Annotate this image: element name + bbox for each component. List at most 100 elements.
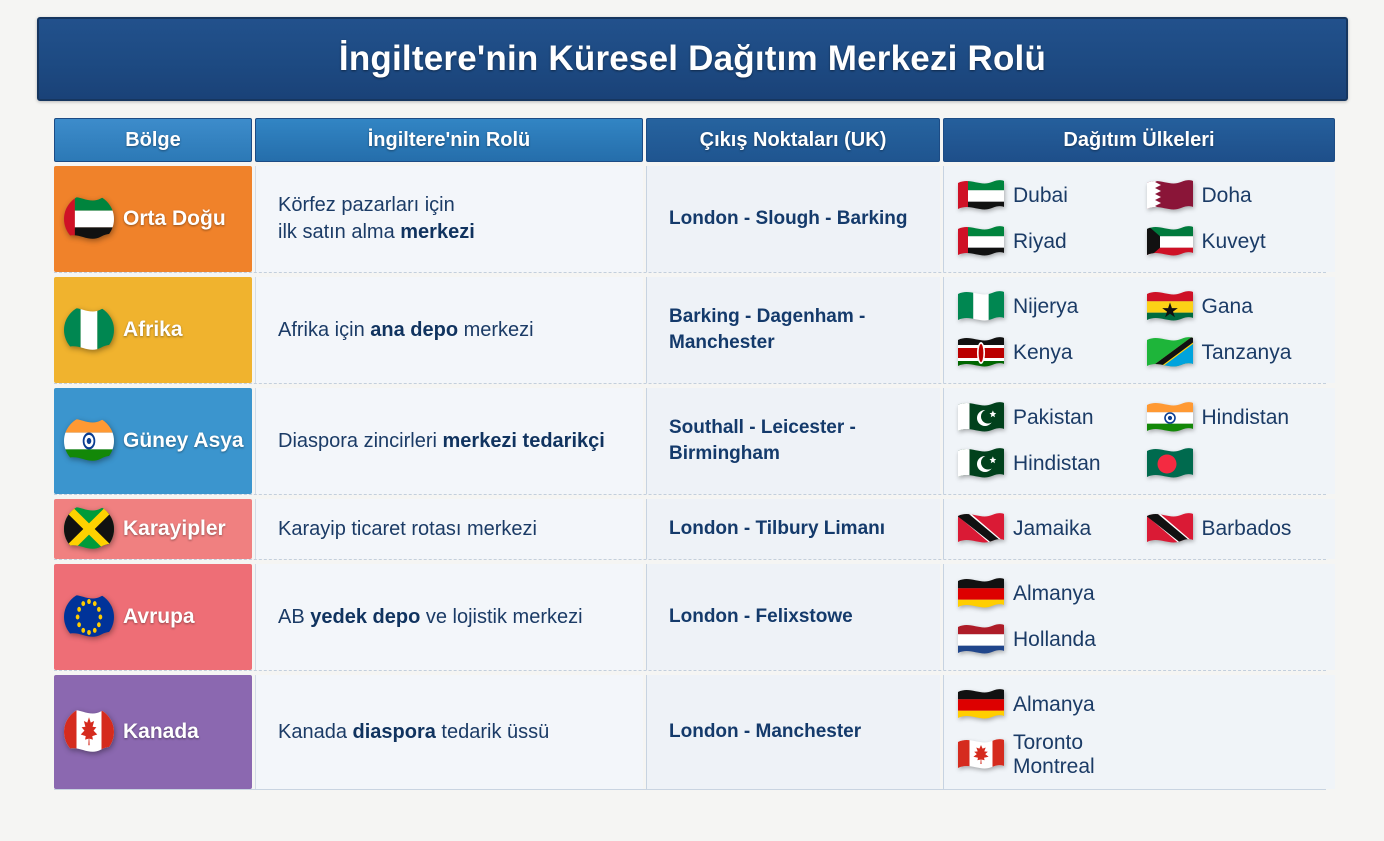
region-label: Afrika — [123, 318, 183, 341]
country-item[interactable]: Doha — [1146, 176, 1336, 216]
exit-points-text: London - Tilbury Limanı — [669, 518, 886, 540]
region-badge-avrupa[interactable]: Avrupa — [54, 564, 252, 670]
country-name: Gana — [1201, 294, 1253, 318]
country-name: Hindistan — [1013, 451, 1101, 475]
country-item[interactable]: Jamaika — [958, 509, 1147, 549]
distribution-countries-cell: Pakistan Hindistan Hindistan — [943, 388, 1335, 494]
country-name: Barbados — [1201, 516, 1292, 540]
pakistan-flag-icon — [958, 402, 1004, 432]
country-item[interactable]: Tanzanya — [1146, 333, 1336, 373]
country-item[interactable]: Riyad — [958, 222, 1147, 262]
role-cell: Körfez pazarları için ilk satın alma merk… — [255, 166, 643, 272]
exit-points-cell: Barking - Dagenham - Manchester — [646, 277, 940, 383]
region-cell: Orta Doğu — [54, 166, 252, 272]
role-text: Karayip ticaret rotası merkezi — [278, 517, 537, 540]
country-item[interactable]: Hindistan — [1146, 398, 1336, 438]
country-name: Hollanda — [1013, 627, 1096, 651]
country-item[interactable]: Kuveyt — [1146, 222, 1336, 262]
trinidad-flag-icon — [958, 513, 1004, 543]
role-cell: Afrika için ana depo merkezi — [255, 277, 643, 383]
region-badge-orta-do-u[interactable]: Orta Doğu — [54, 166, 252, 272]
country-name: Hindistan — [1201, 405, 1290, 429]
country-item[interactable]: Barbados — [1146, 509, 1336, 549]
tanzania-flag-icon — [1146, 337, 1193, 367]
role-cell: Karayip ticaret rotası merkezi — [255, 499, 643, 559]
table-row: Orta Doğu Körfez pazarları için ilk satın … — [54, 166, 1335, 273]
region-cell: Afrika — [54, 277, 252, 383]
nigeria-flag-icon — [958, 291, 1004, 321]
country-name: Almanya — [1013, 581, 1095, 605]
exit-points-text: London - Felixstowe — [669, 606, 853, 628]
exit-points-cell: London - Felixstowe — [646, 564, 940, 670]
column-header-region: Bölge — [54, 118, 252, 162]
country-name: Jamaika — [1013, 516, 1092, 540]
role-cell: AB yedek depo ve lojistik merkezi — [255, 564, 643, 670]
country-name: Nijerya — [1013, 294, 1079, 318]
region-label: Kanada — [123, 720, 199, 744]
country-grid: Nijerya Gana Kenya Tanzanya — [958, 287, 1335, 373]
region-badge-g-ney-asya[interactable]: Güney Asya — [54, 388, 252, 494]
country-name: Pakistan — [1013, 405, 1094, 429]
exit-points-text: Barking - Dagenham - Manchester — [669, 306, 866, 353]
eu-flag-icon — [64, 592, 114, 642]
region-badge-afrika[interactable]: Afrika — [54, 277, 252, 383]
distribution-table: Bölge İngiltere'nin Rolü Çıkış Noktaları… — [54, 118, 1335, 791]
pakistan-flag-icon — [958, 448, 1004, 478]
netherlands-flag-icon — [958, 624, 1004, 654]
region-badge-kanada[interactable]: Kanada — [54, 675, 252, 790]
country-item[interactable]: Almanya — [958, 574, 1335, 614]
country-item[interactable]: Almanya — [958, 685, 1335, 725]
country-grid: Jamaika Barbados — [958, 509, 1335, 549]
table-row: Güney Asya Diaspora zincirleri merkezi te… — [54, 388, 1335, 495]
exit-points-text: London - Slough - Barking — [669, 208, 908, 230]
distribution-countries-cell: Almanya Toronto Montreal — [943, 675, 1335, 790]
table-row: Avrupa AB yedek depo ve lojistik merkezi L… — [54, 564, 1335, 671]
exit-points-cell: London - Slough - Barking — [646, 166, 940, 272]
column-header-role: İngiltere'nin Rolü — [255, 118, 643, 162]
table-row: Kanada Kanada diaspora tedarik üssü London… — [54, 675, 1335, 791]
india-flag-icon — [64, 416, 114, 466]
region-cell: Avrupa — [54, 564, 252, 670]
country-item[interactable]: Gana — [1146, 287, 1336, 327]
country-item[interactable]: Hollanda — [958, 620, 1335, 660]
table-header-row: Bölge İngiltere'nin Rolü Çıkış Noktaları… — [54, 118, 1335, 162]
region-label: Orta Doğu — [123, 207, 226, 230]
india-flag-icon — [1146, 402, 1193, 432]
country-item[interactable]: Pakistan — [958, 398, 1147, 438]
region-cell: Karayipler — [54, 499, 252, 559]
table-body: Orta Doğu Körfez pazarları için ilk satın … — [54, 162, 1335, 791]
kuwait-flag-icon — [1146, 226, 1193, 256]
country-grid: Pakistan Hindistan Hindistan — [958, 398, 1335, 484]
country-item[interactable]: Toronto Montreal — [958, 731, 1335, 779]
exit-points-text: Southall - Leicester - Birmingham — [669, 417, 856, 464]
country-name: Dubai — [1013, 183, 1068, 207]
role-text: Afrika için ana depo merkezi — [278, 318, 534, 341]
exit-points-text: London - Manchester — [669, 721, 862, 743]
exit-points-cell: London - Manchester — [646, 675, 940, 790]
exit-points-cell: Southall - Leicester - Birmingham — [646, 388, 940, 494]
distribution-countries-cell: Jamaika Barbados — [943, 499, 1335, 559]
column-header-countries: Dağıtım Ülkeleri — [943, 118, 1335, 162]
role-cell: Diaspora zincirleri merkezi tedarikçi — [255, 388, 643, 494]
role-text: Körfez pazarları için ilk satın alma merk… — [278, 194, 475, 243]
region-badge-karayipler[interactable]: Karayipler — [54, 499, 252, 559]
country-item[interactable]: Kenya — [958, 333, 1147, 373]
country-item[interactable]: Dubai — [958, 176, 1147, 216]
qatar-flag-icon — [1146, 180, 1193, 210]
germany-flag-icon — [958, 578, 1004, 608]
uae-flag-icon — [958, 180, 1004, 210]
page-title-bar: İngiltere'nin Küresel Dağıtım Merkezi Ro… — [37, 17, 1348, 101]
exit-points-cell: London - Tilbury Limanı — [646, 499, 940, 559]
uae-flag-icon — [64, 194, 114, 244]
kenya-flag-icon — [958, 337, 1004, 367]
country-item[interactable] — [1146, 444, 1336, 484]
country-item[interactable]: Hindistan — [958, 444, 1147, 484]
distribution-countries-cell: Almanya Hollanda — [943, 564, 1335, 670]
region-cell: Kanada — [54, 675, 252, 790]
country-name: Toronto Montreal — [1013, 731, 1095, 779]
distribution-countries-cell: Nijerya Gana Kenya Tanzanya — [943, 277, 1335, 383]
trinidad-flag-icon — [1146, 513, 1193, 543]
uae-flag-icon — [958, 226, 1004, 256]
region-label: Avrupa — [123, 605, 195, 628]
country-item[interactable]: Nijerya — [958, 287, 1147, 327]
